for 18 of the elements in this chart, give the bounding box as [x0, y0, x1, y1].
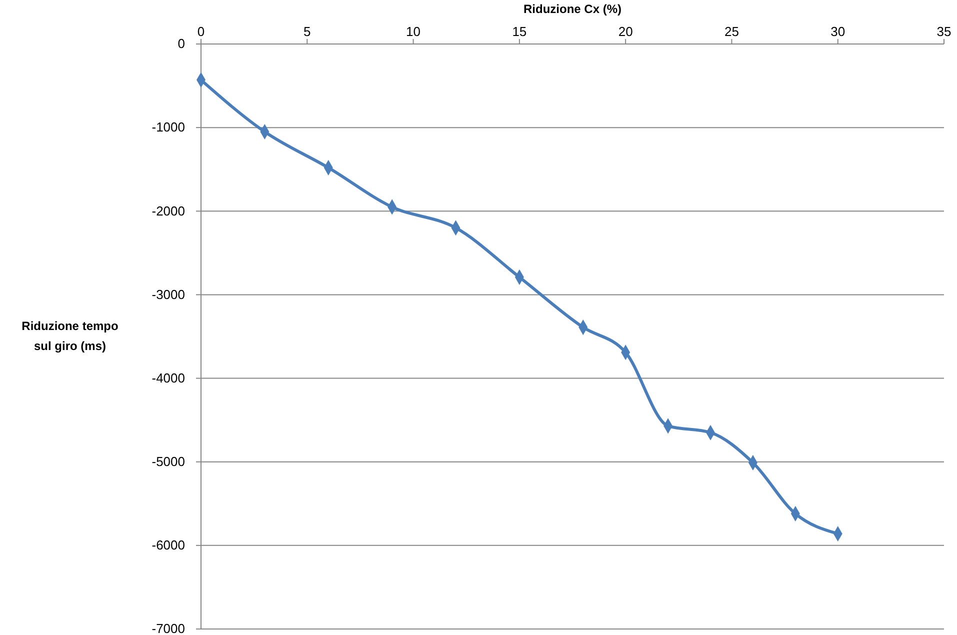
y-axis-title: Riduzione tempo sul giro (ms): [22, 319, 118, 353]
x-tick-label: 5: [304, 24, 311, 39]
y-tick-label: -7000: [152, 621, 185, 635]
x-tick-label: 35: [936, 24, 952, 39]
y-tick-label: -2000: [152, 203, 185, 218]
y-tick-label: -4000: [152, 370, 185, 386]
y-tick-label: -3000: [152, 286, 185, 302]
x-tick-label: 10: [406, 24, 421, 39]
y-tick-label: -1000: [152, 120, 185, 135]
x-tick-label: 15: [512, 24, 527, 39]
y-tick-label: 0: [178, 36, 185, 52]
x-tick-label: 0: [197, 24, 205, 39]
x-axis-title: Riduzione Cx (%): [524, 2, 622, 16]
y-tick-label: -6000: [152, 538, 185, 553]
y-tick-label: -5000: [152, 454, 185, 470]
x-tick-label: 20: [618, 24, 633, 39]
x-tick-label: 25: [724, 24, 739, 39]
x-tick-label: 30: [830, 24, 846, 39]
